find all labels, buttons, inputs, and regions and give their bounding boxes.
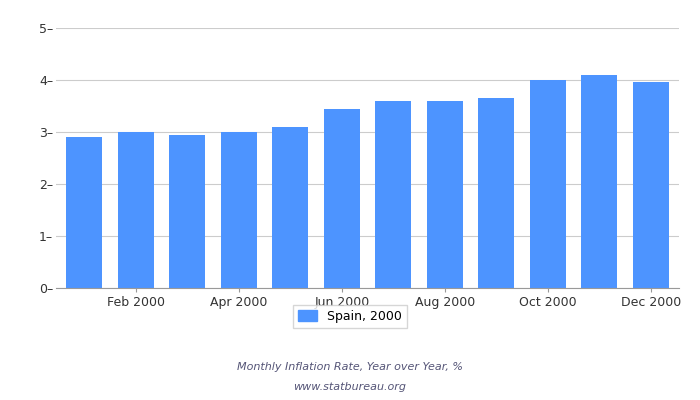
Bar (220, 132, 257, 288)
Bar (323, 108, 360, 288)
Bar (427, 101, 463, 288)
Bar (530, 80, 566, 288)
Bar (581, 75, 617, 288)
Legend: Spain, 2000: Spain, 2000 (293, 305, 407, 328)
Bar (66, 137, 102, 288)
Text: Monthly Inflation Rate, Year over Year, %: Monthly Inflation Rate, Year over Year, … (237, 362, 463, 372)
Bar (169, 134, 205, 288)
Bar (272, 127, 308, 288)
Bar (118, 132, 154, 288)
Text: www.statbureau.org: www.statbureau.org (293, 382, 407, 392)
Bar (633, 82, 668, 288)
Bar (375, 101, 412, 288)
Bar (478, 98, 514, 288)
